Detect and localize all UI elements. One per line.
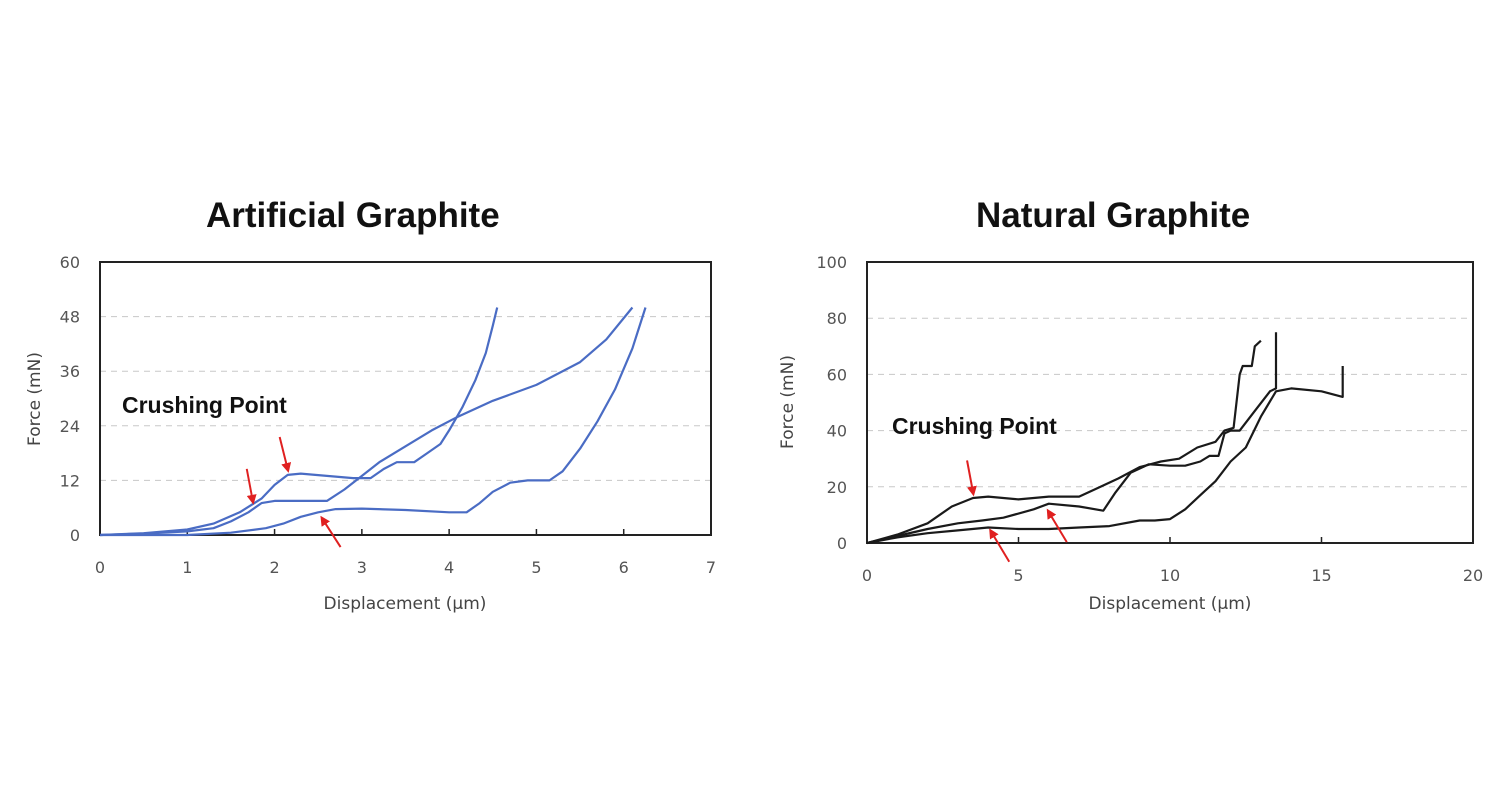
- x-tick-label: 3: [357, 558, 367, 577]
- plot-frame: [866, 261, 1474, 544]
- crushing-point-arrows: [245, 436, 342, 548]
- red-arrow-icon: [966, 460, 977, 497]
- y-tick-label: 36: [60, 362, 80, 381]
- x-tick-label: 0: [95, 558, 105, 577]
- y-axis-label: Force (mN): [25, 352, 45, 446]
- crushing-point-label: Crushing Point: [122, 392, 287, 418]
- series-line: [866, 339, 1262, 545]
- x-tick-label: 10: [1160, 566, 1180, 585]
- series-line: [99, 306, 634, 537]
- x-axis-ticks: 0 1 2 3 4 5 6 7: [95, 529, 716, 577]
- x-tick-label: 5: [531, 558, 541, 577]
- x-tick-label: 2: [269, 558, 279, 577]
- crushing-point-label: Crushing Point: [892, 413, 1057, 439]
- y-tick-label: 48: [60, 308, 80, 327]
- crushing-point-arrows: [966, 460, 1068, 563]
- y-tick-label: 0: [837, 534, 847, 553]
- chart-title-natural: Natural Graphite: [976, 196, 1251, 235]
- y-tick-label: 0: [70, 526, 80, 545]
- y-tick-label: 80: [827, 309, 847, 328]
- plot-frame: [99, 261, 712, 536]
- x-axis-label: Displacement (µm): [324, 594, 487, 614]
- series-line: [866, 366, 1344, 545]
- y-axis-label: Force (mN): [778, 355, 798, 449]
- x-tick-label: 20: [1463, 566, 1483, 585]
- series-line: [99, 307, 499, 537]
- y-tick-label: 12: [60, 471, 80, 490]
- y-tick-label: 60: [827, 365, 847, 384]
- gridlines: [100, 316, 711, 481]
- series-line: [100, 307, 647, 537]
- x-tick-label: 15: [1311, 566, 1331, 585]
- x-tick-label: 1: [182, 558, 192, 577]
- y-axis-ticks: 0 12 24 36 48 60: [60, 253, 80, 545]
- red-arrow-icon: [278, 436, 292, 473]
- x-tick-label: 6: [619, 558, 629, 577]
- series-line: [866, 332, 1278, 545]
- data-series: [99, 306, 647, 537]
- x-tick-label: 4: [444, 558, 454, 577]
- chart-title-artificial: Artificial Graphite: [206, 196, 500, 235]
- x-axis-label: Displacement (µm): [1089, 594, 1252, 614]
- data-series: [866, 332, 1344, 545]
- y-axis-ticks: 0 20 40 60 80 100: [816, 253, 847, 553]
- y-tick-label: 24: [60, 417, 80, 436]
- y-tick-label: 20: [827, 478, 847, 497]
- x-tick-label: 0: [862, 566, 872, 585]
- red-arrow-icon: [245, 468, 257, 505]
- gridlines: [867, 317, 1473, 488]
- x-axis-ticks: 0 5 10 15 20: [862, 537, 1483, 585]
- y-tick-label: 60: [60, 253, 80, 272]
- y-tick-label: 40: [827, 422, 847, 441]
- y-tick-label: 100: [816, 253, 847, 272]
- red-arrow-icon: [320, 515, 342, 548]
- red-arrow-icon: [1046, 508, 1068, 543]
- x-tick-label: 5: [1013, 566, 1023, 585]
- red-arrow-icon: [989, 528, 1011, 563]
- x-tick-label: 7: [706, 558, 716, 577]
